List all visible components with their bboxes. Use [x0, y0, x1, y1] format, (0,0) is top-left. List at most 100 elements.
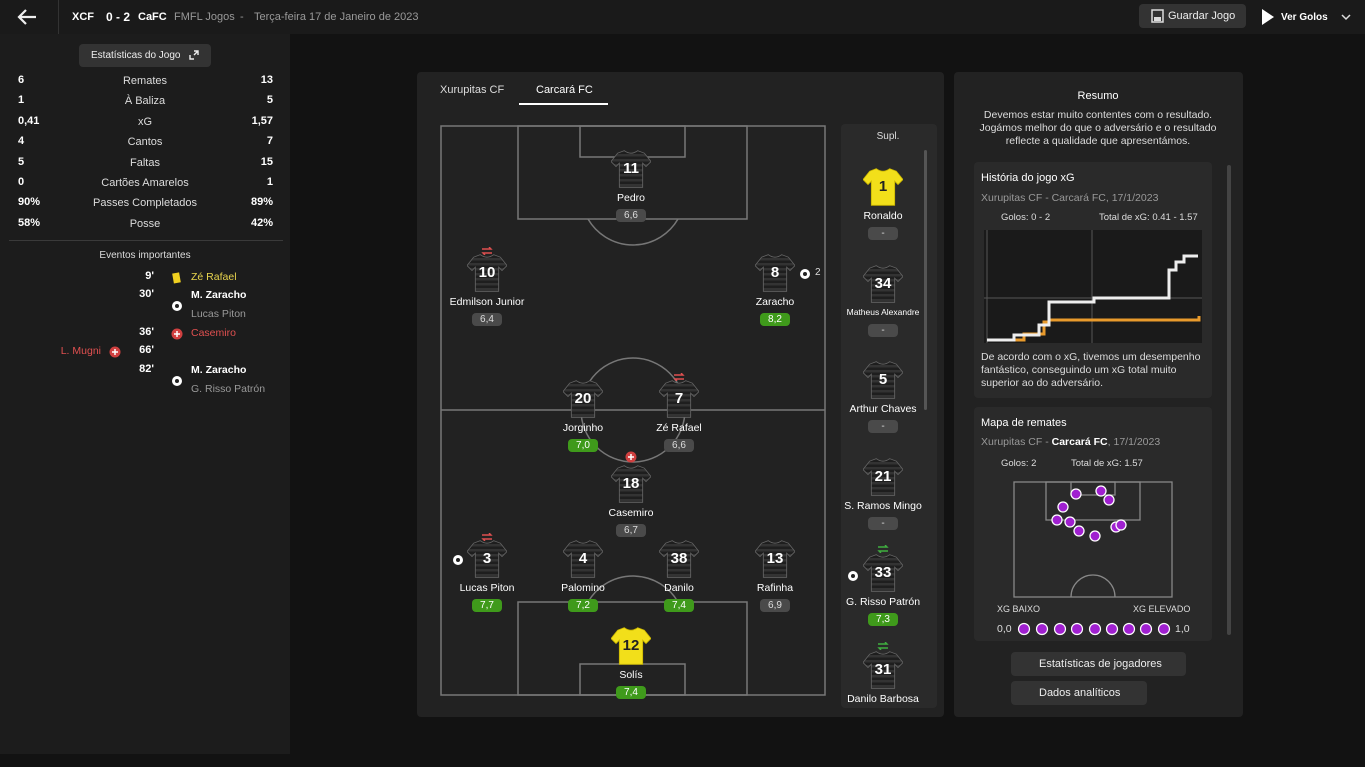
left-panel: [0, 34, 290, 754]
stat-away: 15: [260, 155, 273, 168]
stats-title: Estatísticas do Jogo: [91, 50, 181, 61]
player-rating: 6,4: [472, 313, 502, 326]
goal-icon: [799, 267, 811, 285]
tab-underline: [519, 103, 608, 105]
player-name: Rafinha: [756, 582, 794, 594]
shirt-number: 38: [670, 550, 688, 567]
button-label: Estatísticas de jogadores: [1039, 658, 1162, 670]
event-minute: 82': [139, 363, 154, 375]
save-icon: [1151, 9, 1164, 23]
player-name: Zé Rafael: [656, 422, 702, 434]
event-player: M. Zaracho: [191, 364, 247, 376]
goals-button[interactable]: Ver Golos: [1281, 12, 1328, 23]
event-icon: [109, 345, 121, 363]
stats-button[interactable]: Estatísticas do Jogo: [79, 44, 211, 67]
event-assist: G. Risso Patrón: [191, 383, 266, 395]
event-player: L. Mugni: [60, 345, 101, 357]
stat-away: 1: [266, 176, 273, 188]
player-rating: -: [868, 420, 898, 433]
event-player: Zé Rafael: [191, 271, 237, 283]
player-name: Ronaldo: [863, 210, 903, 222]
card-title: História do jogo xG: [981, 172, 1075, 184]
player-name: Palomino: [561, 582, 605, 594]
shirt: [754, 538, 796, 585]
sub-icon: [481, 528, 493, 546]
legend-high: XG ELEVADO: [1133, 604, 1191, 614]
shirt: [862, 649, 904, 696]
shirt: [658, 538, 700, 585]
stat-home: 1: [18, 94, 25, 107]
shirt: [862, 456, 904, 503]
stat-away: 5: [266, 94, 273, 107]
dropdown[interactable]: [1341, 14, 1351, 21]
legend-max: 1,0: [1175, 623, 1190, 635]
stat-label: Cartões Amarelos: [101, 177, 189, 189]
shirt: [466, 538, 508, 585]
tab-active[interactable]: Carcará FC: [536, 84, 593, 96]
shot-map: [1013, 481, 1173, 598]
stat-label: Passes Completados: [93, 197, 197, 210]
shirt-number: 33: [874, 564, 892, 581]
analytics-button[interactable]: Dados analíticos: [1011, 681, 1147, 705]
stat-away: 42%: [250, 216, 273, 229]
player-stats-button[interactable]: Estatísticas de jogadores: [1011, 652, 1186, 676]
card-title: Mapa de remates: [981, 417, 1067, 429]
shirt: [862, 263, 904, 310]
sub-icon: [673, 368, 685, 386]
sub-icon: [877, 637, 889, 655]
shirt-number: 1: [878, 178, 888, 195]
shirt-number: 11: [623, 160, 639, 177]
sub-icon: [877, 540, 889, 558]
event-minute: 66': [139, 344, 154, 356]
tab[interactable]: Xurupitas CF: [440, 84, 505, 96]
goals-text: Golos: 0 - 2: [1001, 212, 1051, 223]
score: 0 - 2: [106, 10, 131, 24]
shirt-number: 13: [766, 550, 784, 567]
stat-away: 1,57: [251, 114, 273, 127]
shirt: [610, 625, 652, 672]
save-button[interactable]: Guardar Jogo: [1139, 4, 1246, 28]
event-icon: [171, 374, 183, 392]
stat-home: 6: [18, 74, 25, 86]
shirt: [862, 166, 904, 213]
stat-home: 90%: [18, 196, 41, 209]
sub-icon: [481, 242, 493, 260]
shirt-number: 31: [874, 660, 892, 678]
scrollbar: [1227, 165, 1231, 635]
goal-count: 2: [815, 267, 821, 278]
player-rating: 6,6: [664, 439, 694, 452]
legend-low: XG BAIXO: [997, 604, 1041, 614]
assist-icon: [847, 569, 859, 587]
stat-home: 0: [18, 176, 25, 188]
legend-scale: [1017, 622, 1171, 636]
event-assist: Lucas Piton: [191, 308, 246, 320]
player-rating: -: [868, 516, 898, 530]
player-name: Danilo Barbosa: [847, 692, 919, 705]
text: Xurupitas CF -: [981, 436, 1052, 448]
player-name: Casemiro: [608, 507, 654, 519]
xg-text: Total de xG: 1.57: [1071, 458, 1143, 469]
expand-icon: [189, 50, 199, 60]
subs-title: Supl.: [876, 131, 900, 142]
player-rating: 7,3: [868, 613, 898, 626]
back-button[interactable]: [16, 8, 38, 26]
stat-away: 13: [260, 74, 273, 86]
player-rating: 8,2: [760, 313, 790, 326]
player-rating: 7,0: [568, 439, 598, 452]
shirt: [466, 252, 508, 299]
player-rating: 7,4: [616, 686, 646, 699]
player-name: G. Risso Patrón: [845, 596, 921, 608]
goals-text: Golos: 2: [1001, 458, 1037, 469]
player-rating: 7,7: [472, 599, 502, 612]
shirt: [658, 378, 700, 425]
text: , 17/1/2023: [1107, 436, 1161, 448]
scrollbar: [924, 150, 927, 410]
save-label: Guardar Jogo: [1168, 10, 1236, 22]
event-icon: [171, 271, 181, 289]
shirt-number: 18: [622, 475, 640, 492]
player-rating: 7,2: [568, 599, 598, 612]
event-minute: 30': [139, 288, 154, 300]
stat-home: 58%: [18, 216, 41, 229]
player-rating: 6,9: [760, 599, 790, 612]
